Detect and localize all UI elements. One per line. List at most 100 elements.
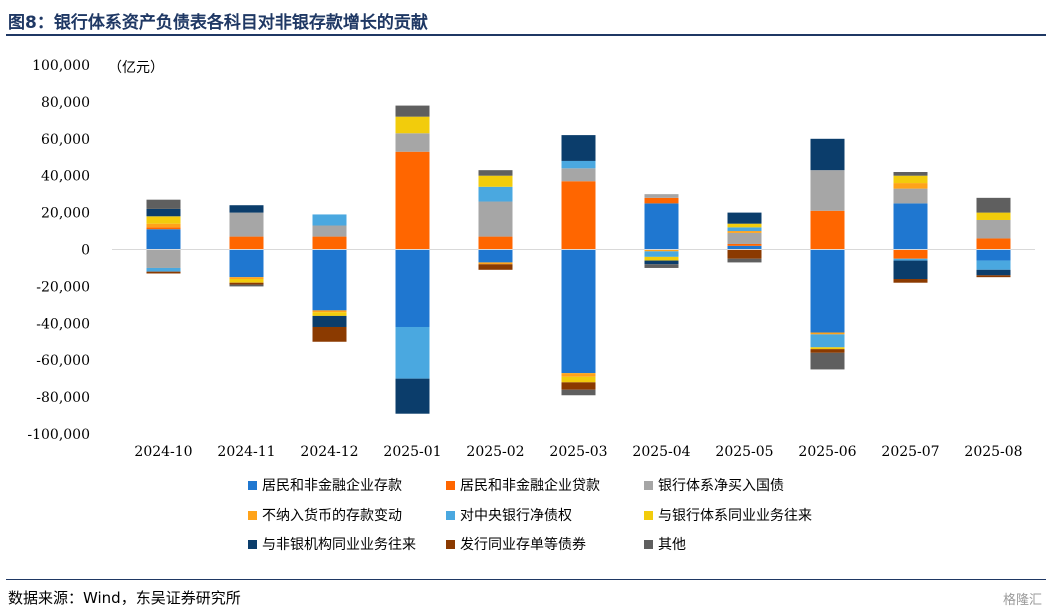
bar-segment — [229, 277, 264, 280]
legend-swatch — [446, 481, 455, 490]
bar-segment — [810, 249, 845, 333]
bar-segment — [312, 312, 347, 316]
bar-segment — [727, 223, 762, 228]
bar-segment — [229, 249, 264, 278]
legend-swatch — [446, 511, 455, 520]
bar-segment — [229, 212, 264, 237]
bar-segment — [146, 223, 181, 228]
bar-segment — [893, 258, 928, 261]
bar-segment — [727, 245, 762, 250]
bar-segment — [229, 236, 264, 250]
x-tick-label: 2025-05 — [715, 444, 773, 460]
x-tick-label: 2024-11 — [217, 444, 275, 460]
bar-segment — [644, 264, 679, 268]
bar-segment — [893, 260, 928, 280]
bar-segment — [893, 249, 928, 259]
y-tick-label: 40,000 — [41, 169, 90, 185]
bar-segment — [312, 225, 347, 237]
legend-label: 居民和非金融企业贷款 — [460, 477, 600, 494]
y-tick-label: 0 — [81, 243, 90, 259]
y-tick-label: 60,000 — [41, 132, 90, 148]
bar-segment — [395, 378, 430, 414]
bar-segment — [229, 205, 264, 213]
x-tick-label: 2025-06 — [798, 444, 856, 460]
bar-segment — [395, 105, 430, 117]
bar-segment — [810, 170, 845, 211]
bar-segment — [893, 203, 928, 250]
bar-segment — [146, 199, 181, 209]
watermark-logo: 格隆汇 — [1002, 593, 1042, 608]
x-axis: 2024-10 2024-11 2024-12 2025-01 2025-02 2025-… — [112, 249, 1035, 460]
bar-segment — [146, 229, 181, 250]
bar-segment — [810, 334, 845, 348]
legend-swatch — [644, 511, 653, 520]
bar-segment — [727, 243, 762, 246]
legend-label: 其他 — [658, 537, 686, 553]
bar-segment — [395, 116, 430, 134]
bar-segment — [229, 279, 264, 283]
bar-segment — [644, 194, 679, 198]
bar-segment — [478, 186, 513, 202]
legend-label: 居民和非金融企业存款 — [262, 477, 402, 494]
y-tick-label: -80,000 — [36, 390, 90, 406]
bar-segment — [810, 332, 845, 335]
bar-segment — [644, 197, 679, 204]
bar-segment — [727, 258, 762, 263]
stacked-bar-chart: （亿元） -100,000 -80,000 -60,000 -40,000 -20,00… — [27, 58, 1035, 553]
bar-segment — [727, 232, 762, 244]
bar-segment — [976, 238, 1011, 250]
bar-segment — [146, 267, 181, 272]
bar-segment — [810, 352, 845, 370]
x-tick-label: 2025-04 — [632, 444, 690, 460]
bar-segment — [478, 249, 513, 263]
bar-segment — [976, 260, 1011, 270]
y-tick-label: 100,000 — [32, 58, 90, 74]
bar-segment — [976, 219, 1011, 239]
bar-segment — [146, 227, 181, 230]
bar-segment — [478, 262, 513, 265]
x-tick-label: 2025-08 — [964, 444, 1022, 460]
title-bar: 图8：银行体系资产负债表各科目对非银存款增长的贡献 — [6, 4, 1046, 36]
bar-segment — [478, 170, 513, 176]
legend-label: 发行同业存单等债券 — [460, 536, 586, 553]
bar-segment — [146, 271, 181, 274]
legend-swatch — [644, 540, 653, 549]
bar-segment — [727, 249, 762, 259]
bar-segment — [561, 389, 596, 396]
legend-swatch — [248, 511, 257, 520]
y-tick-label: 20,000 — [41, 206, 90, 222]
bar-segment — [395, 249, 430, 327]
bar-segment — [478, 175, 513, 187]
bar-segment — [561, 181, 596, 250]
x-tick-label: 2024-10 — [134, 444, 192, 460]
bar-segment — [561, 373, 596, 377]
bar-segment — [561, 382, 596, 390]
bar-segment — [810, 347, 845, 350]
source-note: 数据来源：Wind，东吴证券研究所 — [8, 589, 241, 607]
x-tick-label: 2025-07 — [881, 444, 939, 460]
x-tick-label: 2025-01 — [383, 444, 441, 460]
legend-label: 与非银机构同业业务往来 — [262, 537, 416, 553]
bar-segment — [976, 275, 1011, 278]
legend-label: 不纳入货币的存款变动 — [262, 507, 402, 524]
bar-segment — [644, 249, 679, 252]
bar-segment — [893, 172, 928, 176]
bar-segment — [312, 326, 347, 342]
x-tick-label: 2024-12 — [300, 444, 358, 460]
y-tick-label: -20,000 — [36, 279, 90, 295]
bar-segment — [312, 315, 347, 327]
bar-segment — [312, 214, 347, 226]
bar-segment — [561, 249, 596, 374]
legend-label: 与银行体系同业业务往来 — [658, 508, 812, 524]
bar-segment — [893, 175, 928, 184]
bar-segment — [810, 210, 845, 250]
bar-segment — [312, 249, 347, 311]
y-axis-unit-label: （亿元） — [108, 60, 164, 76]
legend-swatch — [248, 481, 257, 490]
bar-segment — [644, 251, 679, 257]
y-axis: -100,000 -80,000 -60,000 -40,000 -20,000 0 20,… — [27, 58, 90, 443]
bar-segment — [976, 249, 1011, 261]
bar-segment — [478, 264, 513, 270]
bar-segment — [727, 227, 762, 232]
